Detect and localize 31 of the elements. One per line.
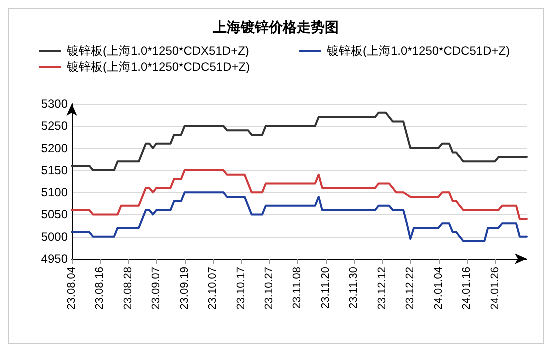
chart-title: 上海镀锌价格走势图 — [212, 19, 339, 35]
x-tick-label: 23.08.16 — [94, 267, 106, 310]
x-tick-label: 24.01.16 — [461, 267, 474, 310]
x-tick-label: 23.11.20 — [320, 267, 332, 310]
x-tick-label: 23.10.27 — [264, 267, 276, 310]
y-tick-label: 5000 — [41, 230, 68, 244]
y-tick-label: 5050 — [41, 208, 68, 222]
x-tick-label: 24.01.26 — [489, 267, 502, 310]
x-tick-label: 23.11.08 — [292, 267, 304, 310]
y-tick-label: 5100 — [41, 186, 68, 200]
x-tick-label: 23.10.17 — [235, 267, 248, 310]
x-tick-label: 23.12.22 — [404, 267, 417, 310]
legend-label: 镀锌板(上海1.0*1250*CDC51D+Z) — [66, 60, 250, 74]
x-tick-label: 24.01.04 — [432, 267, 445, 310]
x-tick-label: 23.08.04 — [66, 267, 78, 310]
y-tick-label: 4950 — [41, 252, 68, 266]
y-tick-label: 5250 — [41, 119, 68, 134]
line-series — [71, 192, 528, 242]
x-tick-label: 23.08.28 — [122, 267, 134, 310]
y-tick-label: 5300 — [41, 97, 68, 111]
line-series — [71, 169, 528, 220]
x-tick-label: 23.09.19 — [178, 267, 191, 310]
x-tick-label: 23.10.07 — [207, 267, 220, 310]
x-tick-label: 23.12.12 — [376, 267, 388, 310]
y-tick-label: 5150 — [41, 163, 68, 178]
x-tick-label: 23.09.07 — [150, 267, 163, 310]
legend-label: 镀锌板(上海1.0*1250*CDC51D+Z) — [326, 44, 510, 58]
x-tick-label: 23.11.30 — [348, 267, 360, 310]
line-series — [71, 112, 528, 172]
legend-label: 镀锌板(上海1.0*1250*CDX51D+Z) — [66, 44, 250, 58]
y-tick-label: 5200 — [41, 141, 68, 156]
